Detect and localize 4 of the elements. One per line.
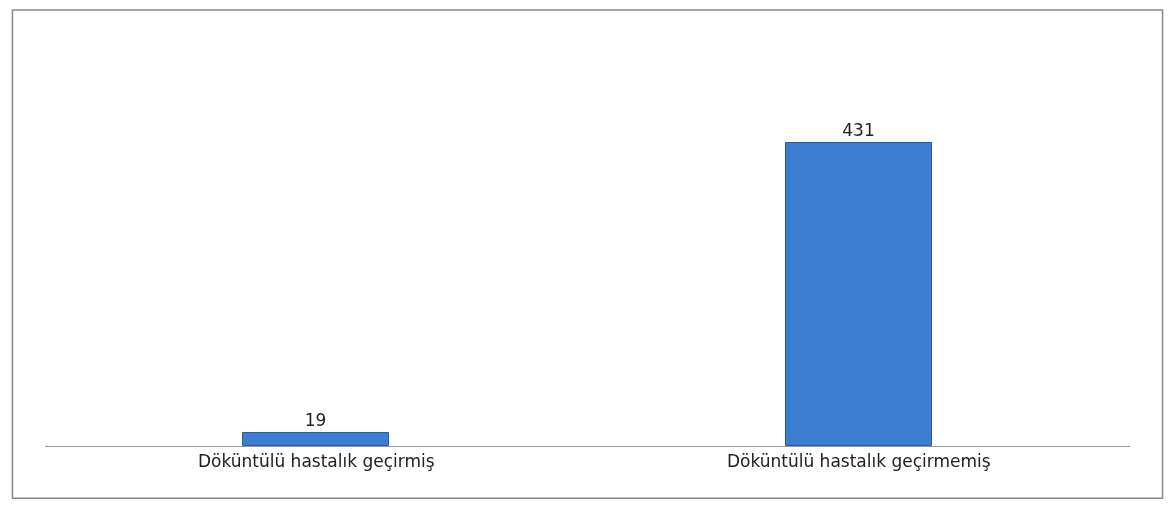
x-tick-label: Döküntülü hastalık geçirmemiş	[726, 451, 991, 472]
x-tick-label: Döküntülü hastalık geçirmiş	[197, 451, 435, 472]
data-label: 431	[842, 119, 875, 140]
data-label: 19	[304, 409, 327, 430]
